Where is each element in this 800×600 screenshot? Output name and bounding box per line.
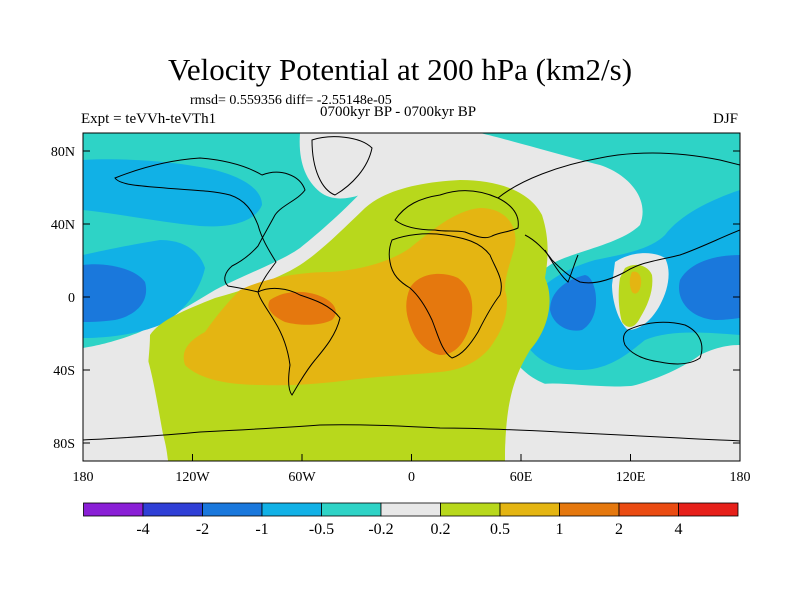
lat-axis: [83, 150, 740, 444]
colorbar-label: -4: [136, 521, 149, 538]
field-pos-weak-maritime: [618, 264, 653, 327]
map-title: Velocity Potential at 200 hPa (km2/s): [167, 52, 633, 87]
colorbar-label: 0.5: [490, 521, 510, 538]
coast-india: [544, 249, 579, 283]
colorbar: [83, 502, 739, 517]
lat-tick-label: 80N: [51, 145, 75, 160]
season-label: DJF: [713, 111, 739, 127]
field-pos-mid-maritime: [629, 271, 642, 294]
lat-tick-label: 80S: [53, 437, 75, 452]
colorbar-label: 4: [675, 521, 683, 538]
lon-tick-label: 120E: [616, 470, 646, 485]
lon-tick-label: 180: [73, 470, 94, 485]
coast-africa: [388, 233, 502, 359]
coast-antarctica: [83, 424, 740, 442]
lon-tick-label: 120W: [175, 470, 210, 485]
field-pos-strong-africa: [406, 273, 473, 355]
stats-line: rmsd= 0.559356 diff= -2.55148e-05: [190, 93, 392, 108]
field-pos-strong-samerica: [268, 291, 336, 325]
field-neutral-southern-east: [505, 360, 740, 461]
colorbar-swatch: [380, 502, 441, 517]
lat-tick-label: 0: [68, 291, 75, 306]
period-label: 0700kyr BP - 0700kyr BP: [320, 104, 477, 120]
colorbar-swatch: [202, 502, 263, 517]
colorbar-swatch: [559, 502, 620, 517]
coastlines: [83, 136, 740, 442]
colorbar-swatch: [678, 502, 739, 517]
colorbar-label: 1: [556, 521, 564, 538]
colorbar-swatch: [499, 502, 560, 517]
field-neutral-arctic: [299, 133, 470, 199]
lat-tick-label: 40S: [53, 364, 75, 379]
lon-axis: [82, 454, 741, 461]
lat-tick-label: 40N: [51, 218, 75, 233]
colorbar-label: 0.2: [431, 521, 451, 538]
field-neg-strong-west: [83, 264, 147, 322]
lon-tick-label: 0: [408, 470, 415, 485]
colorbar-swatch: [618, 502, 679, 517]
colorbar-label: 2: [615, 521, 623, 538]
coast-australia: [623, 321, 703, 365]
coast-north-america: [114, 157, 306, 293]
experiment-label: Expt = teVVh-teVTh1: [81, 111, 217, 127]
coast-europe: [394, 190, 519, 239]
field-neg-strong-east: [679, 255, 740, 320]
coast-asia: [497, 152, 740, 284]
colorbar-swatch: [261, 502, 322, 517]
colorbar-label: -0.5: [309, 521, 334, 538]
plot-area: [83, 133, 740, 461]
field-neg-strong-indian: [550, 275, 597, 331]
lon-tick-label: 60W: [288, 470, 316, 485]
lon-tick-label: 60E: [510, 470, 533, 485]
lon-tick-label: 180: [730, 470, 751, 485]
colorbar-swatch: [440, 502, 501, 517]
colorbar-swatch: [83, 502, 144, 517]
colorbar-label: -2: [196, 521, 209, 538]
colorbar-swatch: [142, 502, 203, 517]
field-neutral-southern: [83, 350, 168, 461]
coast-south-america: [257, 287, 341, 396]
coast-greenland: [311, 136, 373, 196]
colorbar-swatch: [321, 502, 382, 517]
colorbar-label: -1: [255, 521, 268, 538]
field-neg-mid-north: [83, 159, 262, 227]
colorbar-label: -0.2: [368, 521, 393, 538]
